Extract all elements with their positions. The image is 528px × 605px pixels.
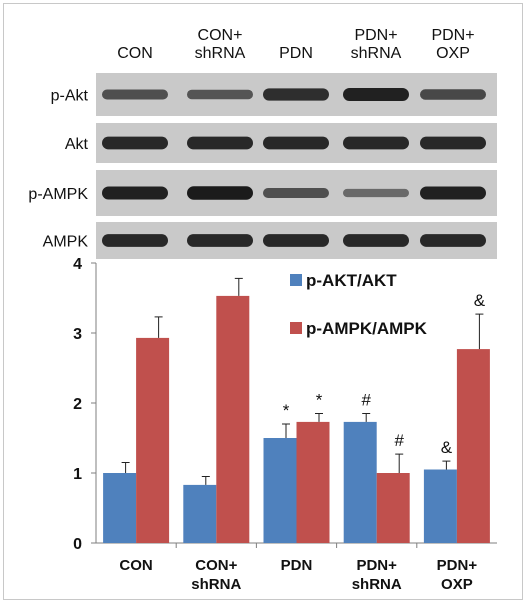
significance-mark-series-2-5: &: [474, 291, 486, 310]
blot-band-ampk-3: [263, 234, 329, 247]
blot-band-akt-3: [263, 136, 329, 150]
blot-band-p-akt-1: [102, 89, 168, 100]
blot-band-p-ampk-4: [343, 188, 409, 198]
blot-band-p-akt-2: [187, 89, 253, 100]
y-tick-label-1: 1: [73, 466, 82, 483]
bar-series-1-3: [263, 438, 297, 543]
bar-series-1-4: [343, 421, 377, 543]
blot-lane-label-2-line-2: shRNA: [195, 45, 246, 62]
significance-mark-series-1-3: *: [283, 401, 290, 420]
blot-band-p-ampk-5: [420, 186, 486, 200]
blot-band-ampk-1: [102, 234, 168, 247]
blot-row-label-akt: Akt: [65, 136, 89, 153]
x-tick-label-5-line-2: OXP: [441, 576, 473, 593]
y-tick-label-3: 3: [73, 326, 82, 343]
y-tick-label-2: 2: [73, 396, 82, 413]
x-tick-label-3: PDN: [281, 557, 313, 574]
blot-band-p-ampk-3: [263, 188, 329, 198]
bar-series-2-5: [456, 349, 490, 543]
blot-lane-label-4-line-2: shRNA: [351, 45, 402, 62]
significance-mark-series-2-4: #: [394, 431, 404, 450]
blot-band-akt-2: [187, 136, 253, 150]
blot-band-ampk-5: [420, 234, 486, 247]
significance-mark-series-1-4: #: [361, 391, 371, 410]
blot-lane-label-5-line-2: OXP: [436, 45, 470, 62]
blot-lane-label-3: PDN: [279, 45, 313, 62]
x-tick-label-2-line-2: shRNA: [191, 576, 241, 593]
blot-row-label-ampk: AMPK: [43, 234, 89, 251]
y-tick-label-0: 0: [73, 536, 82, 553]
x-tick-label-4-line-2: shRNA: [352, 576, 402, 593]
bar-chart: 0 1 2 3 4 CON CON+ shRNA PDN PDN+ shRNA PDN+ OXP * # & *…: [73, 256, 497, 593]
legend-swatch-1: [290, 274, 302, 286]
blot-band-ampk-4: [343, 234, 409, 247]
x-tick-label-5-line-1: PDN+: [437, 557, 478, 574]
blot-band-p-akt-5: [420, 89, 486, 100]
blot-band-akt-4: [343, 136, 409, 150]
blot-lane-label-4-line-1: PDN+: [354, 27, 397, 44]
blot-band-akt-1: [102, 136, 168, 150]
blot-lane-label-5-line-1: PDN+: [431, 27, 474, 44]
legend-swatch-2: [290, 322, 302, 334]
blot-row-label-p-ampk: p-AMPK: [28, 186, 88, 203]
legend-label-1: p-AKT/AKT: [306, 271, 397, 290]
bar-series-2-3: [296, 421, 330, 543]
y-tick-label-4: 4: [73, 256, 82, 273]
bar-series-1-5: [423, 469, 457, 543]
blot-band-p-ampk-2: [187, 186, 253, 200]
significance-mark-series-1-5: &: [441, 438, 453, 457]
blot-lane-label-1: CON: [117, 45, 153, 62]
bar-series-1-2: [183, 484, 217, 543]
bar-series-2-4: [376, 473, 410, 543]
blot-lane-label-2-line-1: CON+: [198, 27, 243, 44]
x-tick-label-2-line-1: CON+: [195, 557, 237, 574]
blot-row-label-p-akt: p-Akt: [51, 88, 89, 105]
blot-band-p-akt-4: [343, 87, 409, 102]
x-tick-label-4-line-1: PDN+: [356, 557, 397, 574]
bar-series-1-1: [103, 473, 137, 543]
blot-band-p-ampk-1: [102, 186, 168, 200]
significance-mark-series-2-3: *: [316, 391, 323, 410]
blot-band-ampk-2: [187, 234, 253, 247]
blot-band-akt-5: [420, 136, 486, 150]
x-tick-label-1: CON: [119, 557, 152, 574]
legend-label-2: p-AMPK/AMPK: [306, 319, 428, 338]
blot-band-p-akt-3: [263, 88, 329, 101]
bar-series-2-1: [136, 337, 170, 543]
bar-series-2-2: [216, 295, 250, 543]
